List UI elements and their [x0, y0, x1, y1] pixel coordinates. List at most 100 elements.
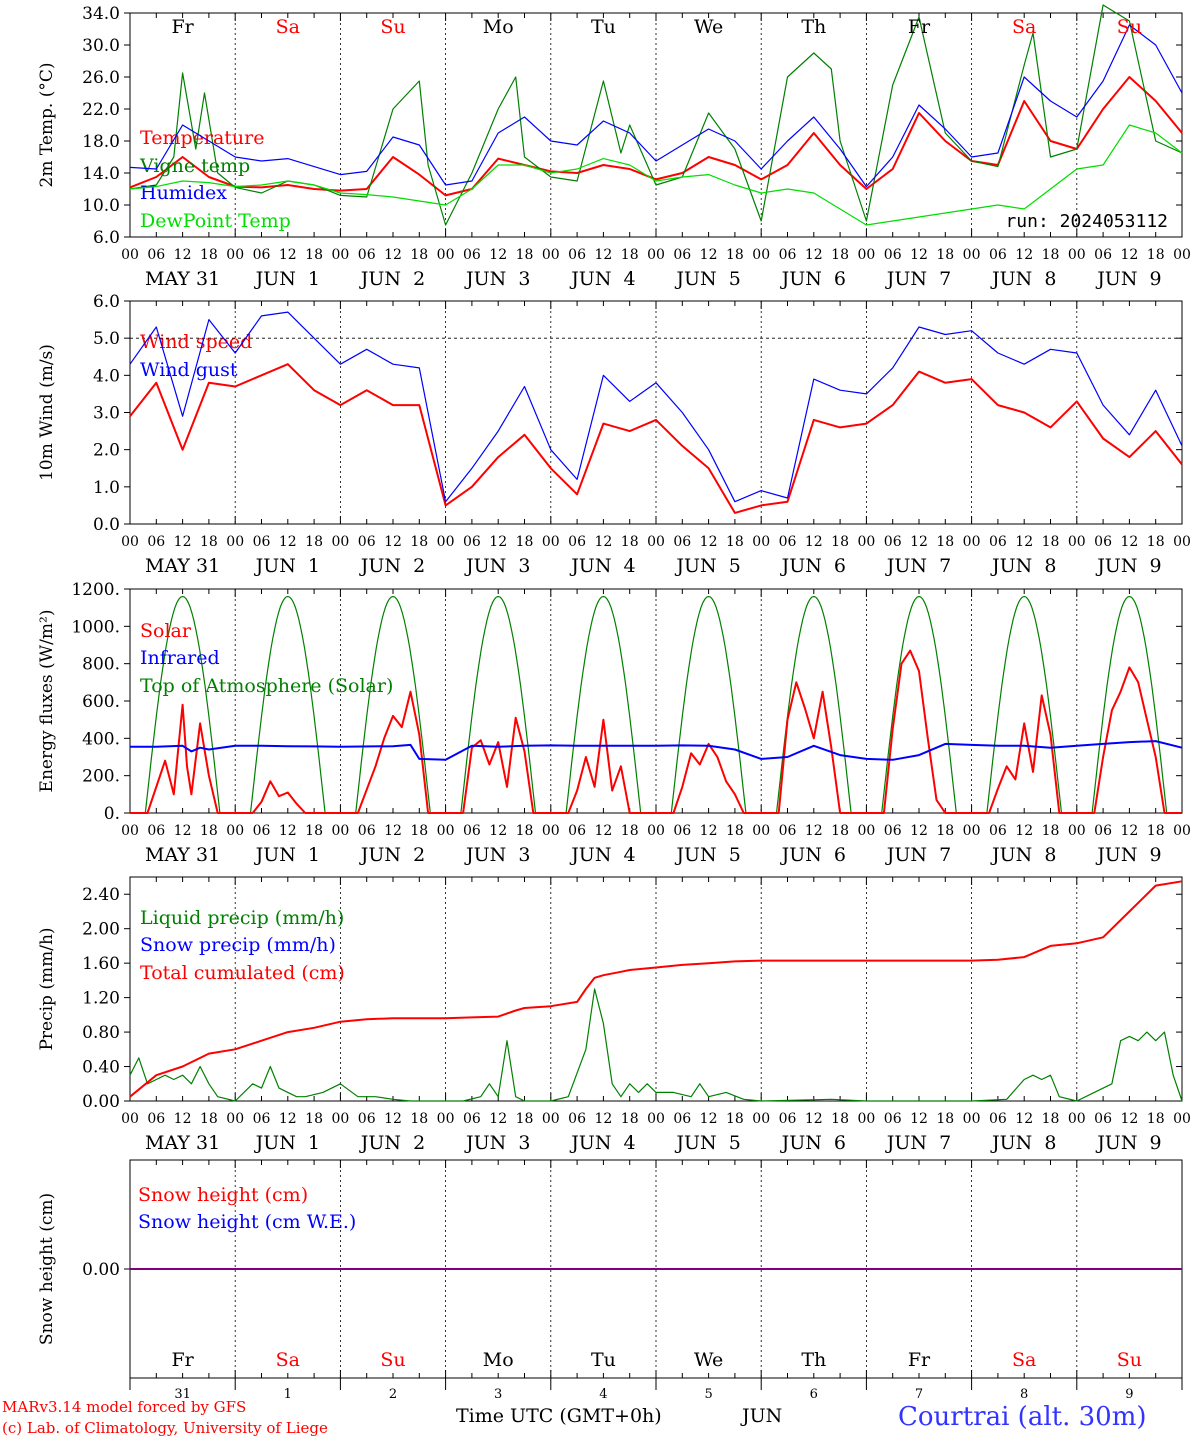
- hour-tick-label: 18: [936, 247, 954, 263]
- hour-tick-label: 12: [384, 1111, 402, 1127]
- y-axis-label: 2m Temp. (°C): [37, 62, 57, 187]
- hour-tick-label: 12: [1120, 247, 1138, 263]
- hour-tick-label: 12: [1120, 534, 1138, 550]
- date-label: JUN 1: [254, 268, 320, 290]
- hour-tick-label: 18: [1147, 247, 1165, 263]
- series-line-vigne-temp: [129, 4, 1183, 226]
- y-tick-label: 1.60: [82, 954, 120, 974]
- month-label: JUN: [742, 1405, 783, 1427]
- day-name-bottom: Fr: [908, 1349, 931, 1371]
- hour-tick-label: 00: [121, 823, 139, 839]
- day-name-top: Sa: [276, 16, 300, 38]
- date-label: JUN 6: [780, 268, 846, 290]
- date-label: JUN 1: [254, 555, 320, 577]
- series-line-total-cumulated-cm-: [129, 880, 1183, 1098]
- date-label: JUN 3: [464, 844, 530, 866]
- hour-tick-label: 06: [884, 1111, 902, 1127]
- hour-tick-label: 18: [726, 823, 744, 839]
- bottom-day-number: 7: [915, 1387, 923, 1402]
- date-label: JUN 8: [990, 268, 1056, 290]
- hour-tick-label: 06: [568, 247, 586, 263]
- hour-tick-label: 06: [1094, 534, 1112, 550]
- date-label: JUN 8: [990, 844, 1056, 866]
- hour-tick-label: 12: [1015, 534, 1033, 550]
- hour-tick-label: 12: [279, 823, 297, 839]
- hour-tick-label: 18: [410, 823, 428, 839]
- date-label: JUN 9: [1095, 268, 1161, 290]
- y-tick-label: 5.0: [93, 329, 120, 349]
- hour-tick-label: 06: [989, 1111, 1007, 1127]
- hour-tick-label: 06: [358, 823, 376, 839]
- y-tick-label: 400.: [82, 729, 120, 749]
- hour-tick-label: 00: [226, 247, 244, 263]
- day-name-bottom: Su: [1117, 1349, 1142, 1371]
- date-label: JUN 2: [359, 555, 425, 577]
- hour-tick-label: 06: [1094, 823, 1112, 839]
- day-name-top: Th: [801, 16, 826, 38]
- date-label: JUN 9: [1095, 844, 1161, 866]
- hour-tick-label: 00: [1068, 1111, 1086, 1127]
- hour-tick-label: 12: [174, 534, 192, 550]
- hour-tick-label: 00: [752, 534, 770, 550]
- legend-entry: Humidex: [140, 182, 227, 204]
- date-label: MAY 31: [145, 555, 220, 577]
- hour-tick-label: 06: [253, 534, 271, 550]
- date-label: MAY 31: [145, 844, 220, 866]
- hour-tick-label: 00: [437, 823, 455, 839]
- series-line-infrared: [130, 740, 1183, 761]
- y-tick-label: 22.0: [82, 100, 120, 120]
- day-name-bottom: Fr: [171, 1349, 194, 1371]
- hour-tick-label: 06: [989, 534, 1007, 550]
- hour-tick-label: 12: [594, 1111, 612, 1127]
- legend-entry: Solar: [140, 620, 192, 642]
- hour-tick-label: 12: [910, 247, 928, 263]
- hour-tick-label: 18: [726, 247, 744, 263]
- date-label: MAY 31: [145, 268, 220, 290]
- hour-tick-label: 12: [174, 823, 192, 839]
- y-tick-label: 6.0: [93, 292, 120, 312]
- hour-tick-label: 18: [516, 1111, 534, 1127]
- day-name-top: Fr: [171, 16, 194, 38]
- hour-tick-label: 12: [805, 534, 823, 550]
- date-label: JUN 1: [254, 1132, 320, 1154]
- hour-tick-label: 12: [489, 534, 507, 550]
- y-tick-label: 0.0: [93, 515, 120, 535]
- hour-tick-label: 18: [726, 1111, 744, 1127]
- hour-tick-label: 12: [1015, 823, 1033, 839]
- date-label: JUN 9: [1095, 1132, 1161, 1154]
- day-name-top: Fr: [908, 16, 931, 38]
- hour-tick-label: 06: [358, 1111, 376, 1127]
- hour-tick-label: 00: [1173, 823, 1191, 839]
- date-label: JUN 2: [359, 844, 425, 866]
- day-name-bottom: Sa: [1012, 1349, 1036, 1371]
- y-axis-label: 10m Wind (m/s): [37, 344, 57, 481]
- hour-tick-label: 12: [594, 247, 612, 263]
- hour-tick-label: 18: [305, 1111, 323, 1127]
- hour-tick-label: 18: [726, 534, 744, 550]
- hour-tick-label: 06: [673, 1111, 691, 1127]
- day-name-top: Mo: [483, 16, 514, 38]
- hour-tick-label: 00: [542, 823, 560, 839]
- hour-tick-label: 18: [1147, 823, 1165, 839]
- hour-tick-label: 00: [1068, 534, 1086, 550]
- hour-tick-label: 18: [410, 1111, 428, 1127]
- y-tick-label: 200.: [82, 767, 120, 787]
- hour-tick-label: 00: [226, 1111, 244, 1127]
- hour-tick-label: 18: [305, 534, 323, 550]
- y-tick-label: 14.0: [82, 164, 120, 184]
- hour-tick-label: 00: [857, 534, 875, 550]
- legend-entry: Total cumulated (cm): [140, 962, 345, 984]
- y-tick-label: 1000.: [71, 617, 120, 637]
- hour-tick-label: 06: [463, 1111, 481, 1127]
- hour-tick-label: 00: [331, 247, 349, 263]
- hour-tick-label: 00: [857, 823, 875, 839]
- day-name-top: Su: [380, 16, 405, 38]
- hour-tick-label: 12: [279, 534, 297, 550]
- hour-tick-label: 00: [121, 1111, 139, 1127]
- panel-5: 0.00 Snow height (cm) Snow height (cm) Snow…: [37, 1159, 1183, 1379]
- hour-tick-label: 00: [121, 534, 139, 550]
- y-tick-label: 0.40: [82, 1058, 120, 1078]
- hour-tick-label: 00: [857, 1111, 875, 1127]
- date-label: JUN 2: [359, 268, 425, 290]
- series-line-humidex: [129, 24, 1183, 188]
